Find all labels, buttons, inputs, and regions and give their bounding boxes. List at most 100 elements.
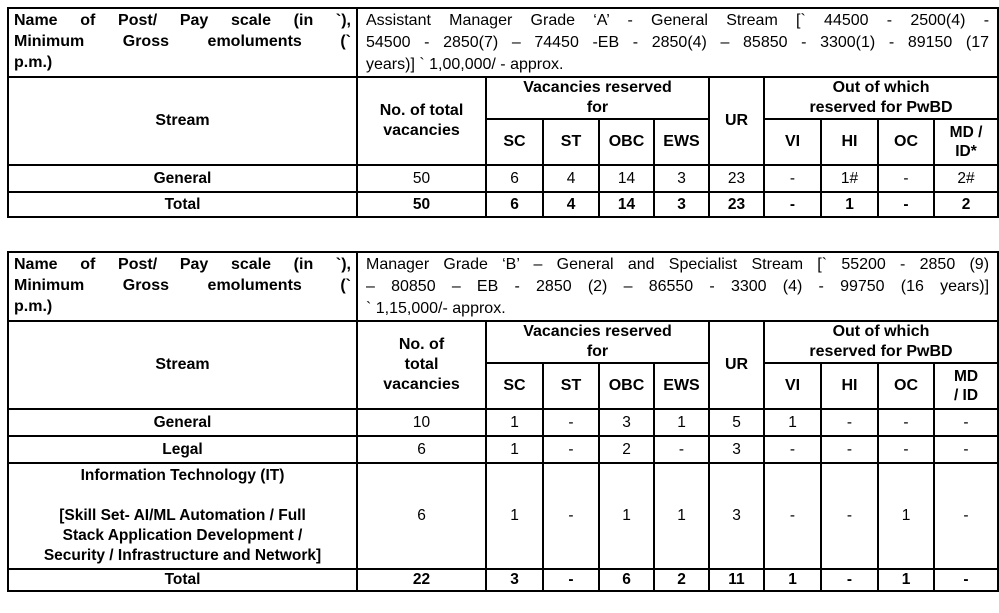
value-cell: 14 (598, 164, 655, 193)
post-desc-line: Manager Grade ‘B’ – General and Speciali… (366, 256, 990, 273)
header-row-categories: SC ST OBC EWS VI HI OC MD / ID (8, 362, 999, 410)
oc-column-header: OC (877, 362, 935, 410)
vacancy-table-grade-a: Name of Post/ Pay scale (in `), Minimum … (7, 7, 999, 218)
post-pay-scale-description: Assistant Manager Grade ‘A’ - General St… (355, 7, 999, 78)
value-cell: 6 (356, 462, 487, 570)
post-pay-scale-label: Name of Post/ Pay scale (in `), Minimum … (7, 7, 358, 78)
value-cell: 1 (485, 462, 544, 570)
value-cell: 50 (356, 191, 487, 218)
ews-column-header: EWS (653, 118, 710, 166)
ur-column-header: UR (708, 320, 765, 410)
vi-column-header: VI (763, 362, 822, 410)
md-id-column-header: MD / ID (932, 362, 999, 410)
header-row-groups: Stream No. of total vacancies Vacancies … (7, 320, 999, 410)
post-header-row: Name of Post/ Pay scale (in `), Minimum … (7, 7, 999, 78)
value-cell: - (932, 435, 999, 464)
total-vacancies-column-header: No. of total vacancies (356, 320, 487, 410)
value-cell: - (932, 568, 999, 592)
value-cell: 3 (485, 568, 544, 592)
value-cell: - (542, 462, 600, 570)
value-cell: 4 (542, 191, 600, 218)
value-cell: 1 (653, 462, 710, 570)
sc-column-header: SC (485, 362, 544, 410)
ur-column-header: UR (708, 76, 765, 166)
value-cell: - (877, 408, 935, 437)
value-cell: 10 (356, 408, 487, 437)
value-cell: 6 (356, 435, 487, 464)
value-cell: - (820, 408, 879, 437)
post-header-row: Name of Post/ Pay scale (in `), Minimum … (7, 251, 999, 322)
value-cell: 22 (356, 568, 487, 592)
header-row-categories: SC ST OBC EWS VI HI OC MD / ID* (8, 118, 999, 166)
st-column-header: ST (542, 118, 600, 166)
stream-name-cell: Legal (7, 435, 358, 464)
pwbd-group-header: Out of which reserved for PwBD (762, 320, 999, 364)
stream-column-header: Stream (7, 320, 358, 410)
st-column-header: ST (542, 362, 600, 410)
value-cell: - (932, 408, 999, 437)
value-cell: 3 (598, 408, 655, 437)
value-cell: 5 (708, 408, 765, 437)
post-desc-line: – 80850 – EB - 2850 (2) – 86550 - 3300 (… (366, 278, 990, 295)
post-label-line: Name of Post/ Pay scale (in `), (14, 12, 351, 29)
post-pay-scale-description: Manager Grade ‘B’ – General and Speciali… (355, 251, 999, 322)
value-cell: - (877, 164, 935, 193)
sc-column-header: SC (485, 118, 544, 166)
post-desc-line: Assistant Manager Grade ‘A’ - General St… (366, 12, 990, 29)
value-cell: 3 (653, 164, 710, 193)
value-cell: - (542, 568, 600, 592)
value-cell: - (820, 568, 879, 592)
vacancy-table-grade-b: Name of Post/ Pay scale (in `), Minimum … (7, 251, 999, 592)
value-cell: 1 (877, 568, 935, 592)
post-label-line: Name of Post/ Pay scale (in `), (14, 256, 351, 273)
value-cell: 6 (485, 191, 544, 218)
value-cell: 1 (485, 435, 544, 464)
stream-name-cell: Information Technology (IT) [Skill Set- … (7, 462, 358, 570)
value-cell: - (877, 191, 935, 218)
value-cell: 2 (653, 568, 710, 592)
pwbd-group-header: Out of which reserved for PwBD (762, 76, 999, 120)
value-cell: 50 (356, 164, 487, 193)
post-desc-line: years)] ` 1,00,000/ - approx. (366, 56, 564, 73)
stream-name-cell: Total (7, 568, 358, 592)
table-row-total: Total 22 3 - 6 2 11 1 - 1 - (7, 568, 999, 592)
post-desc-line: ` 1,15,000/- approx. (366, 300, 506, 317)
value-cell: - (763, 191, 822, 218)
vi-column-header: VI (763, 118, 822, 166)
value-cell: - (932, 462, 999, 570)
value-cell: 2 (932, 191, 999, 218)
value-cell: 6 (598, 568, 655, 592)
value-cell: 14 (598, 191, 655, 218)
value-cell: 1 (763, 408, 822, 437)
ews-column-header: EWS (653, 362, 710, 410)
value-cell: - (763, 164, 822, 193)
stream-column-header: Stream (7, 76, 358, 166)
value-cell: - (542, 408, 600, 437)
value-cell: 3 (653, 191, 710, 218)
oc-column-header: OC (877, 118, 935, 166)
post-label-line: p.m.) (14, 54, 53, 71)
value-cell: 4 (542, 164, 600, 193)
table-spacer (7, 218, 999, 251)
obc-column-header: OBC (598, 362, 655, 410)
value-cell: - (542, 435, 600, 464)
value-cell: 1 (598, 462, 655, 570)
table-row-general: General 10 1 - 3 1 5 1 - - - (7, 408, 999, 437)
hi-column-header: HI (820, 362, 879, 410)
value-cell: - (653, 435, 710, 464)
post-desc-line: 54500 - 2850(7) – 74450 -EB - 2850(4) – … (366, 34, 990, 51)
value-cell: - (763, 462, 822, 570)
table-row-total: Total 50 6 4 14 3 23 - 1 - 2 (7, 191, 999, 218)
md-id-column-header: MD / ID* (932, 118, 999, 166)
value-cell: 23 (708, 164, 765, 193)
value-cell: 1# (820, 164, 879, 193)
stream-name-cell: Total (7, 191, 358, 218)
value-cell: 2# (932, 164, 999, 193)
value-cell: 11 (708, 568, 765, 592)
value-cell: - (763, 435, 822, 464)
document-page: Name of Post/ Pay scale (in `), Minimum … (7, 7, 999, 592)
value-cell: 6 (485, 164, 544, 193)
total-vacancies-column-header: No. of total vacancies (356, 76, 487, 166)
table-row-legal: Legal 6 1 - 2 - 3 - - - - (7, 435, 999, 464)
post-pay-scale-label: Name of Post/ Pay scale (in `), Minimum … (7, 251, 358, 322)
